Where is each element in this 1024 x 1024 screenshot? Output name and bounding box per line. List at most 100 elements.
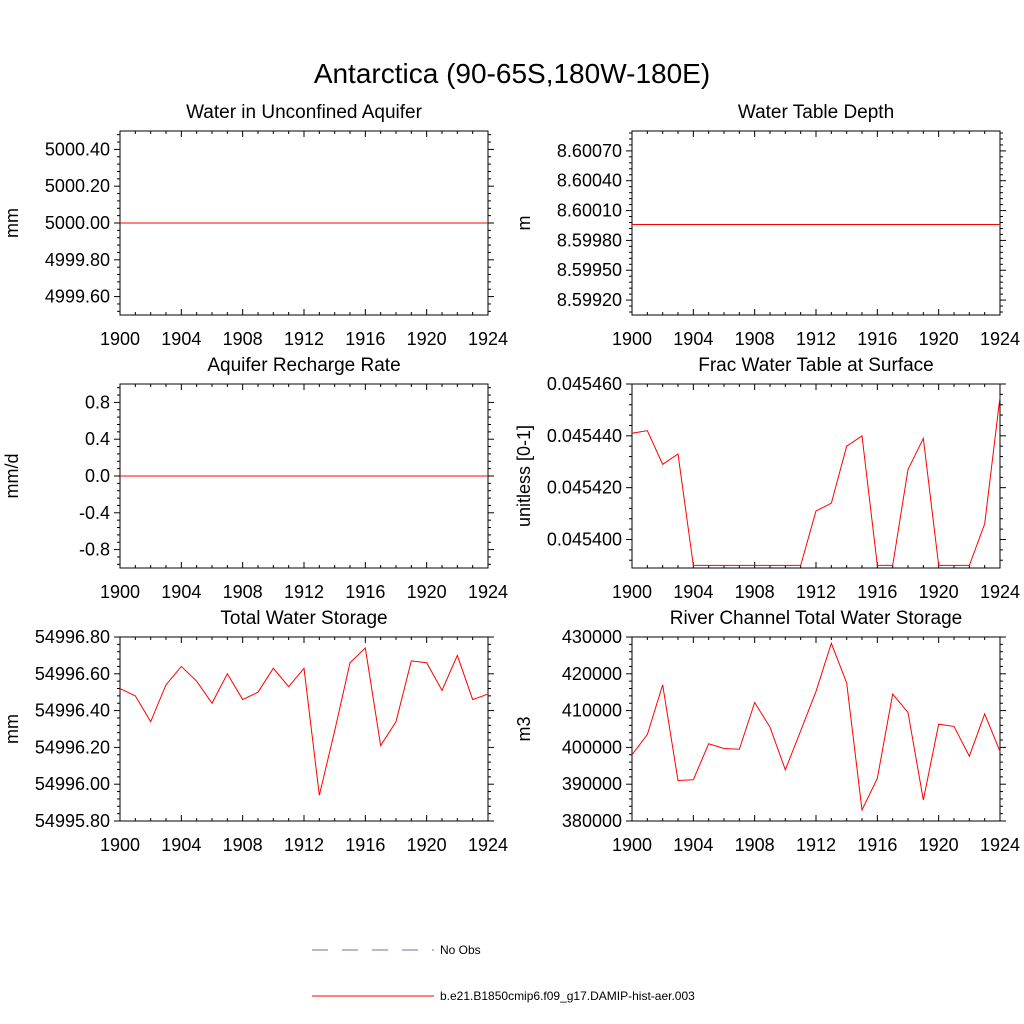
x-tick-label: 1920 [919, 582, 959, 602]
panel-1: Water in Unconfined Aquifer mm 1900 1904 190… [2, 102, 508, 349]
panel-2: Water Table Depth m 1900 1904 1908 1912 1916 19… [514, 102, 1020, 349]
panel-title: Water in Unconfined Aquifer [186, 102, 423, 123]
x-tick-label: 1924 [468, 329, 508, 349]
panel-title: Frac Water Table at Surface [698, 355, 934, 376]
x-tick-label: 1916 [857, 329, 897, 349]
x-tick-label: 1900 [100, 582, 140, 602]
y-tick-label: 0.045420 [547, 478, 622, 498]
figure-title: Antarctica (90-65S,180W-180E) [314, 58, 710, 89]
series-line [631, 396, 1001, 566]
x-tick-label: 1916 [345, 835, 385, 855]
panel-title: Aquifer Recharge Rate [207, 355, 400, 376]
x-tick-label: 1900 [612, 835, 652, 855]
y-tick-label: 8.60070 [557, 141, 622, 161]
x-tick-label: 1916 [345, 582, 385, 602]
y-tick-label: 0.045460 [547, 374, 622, 394]
x-tick-label: 1912 [796, 582, 836, 602]
y-tick-label: 54996.80 [35, 627, 110, 647]
panel-5: Total Water Storage mm 1900 1904 1908 1912 191… [2, 608, 508, 855]
y-tick-label: 4999.60 [45, 287, 110, 307]
y-tick-label: 8.59980 [557, 230, 622, 250]
y-tick-label: 8.59950 [557, 260, 622, 280]
y-tick-label: 420000 [562, 664, 622, 684]
x-tick-label: 1904 [161, 329, 201, 349]
y-tick-label: 0.0 [85, 466, 110, 486]
y-tick-label: 8.60040 [557, 171, 622, 191]
y-tick-label: 54995.80 [35, 811, 110, 831]
x-tick-label: 1916 [345, 329, 385, 349]
x-tick-label: 1916 [857, 582, 897, 602]
y-axis-label: mm [2, 714, 22, 744]
y-tick-label: 430000 [562, 627, 622, 647]
x-tick-label: 1908 [223, 582, 263, 602]
x-tick-label: 1908 [223, 329, 263, 349]
panel-6: River Channel Total Water Storage m3 1900 1… [514, 608, 1020, 855]
plot-frame [119, 636, 489, 822]
y-tick-label: 410000 [562, 701, 622, 721]
x-tick-label: 1904 [161, 835, 201, 855]
x-tick-label: 1904 [673, 835, 713, 855]
series-line [119, 647, 489, 796]
x-tick-label: 1912 [796, 329, 836, 349]
series-line [631, 641, 1001, 812]
y-tick-label: 0.045400 [547, 529, 622, 549]
x-tick-label: 1916 [857, 835, 897, 855]
x-tick-label: 1900 [100, 835, 140, 855]
x-tick-label: 1924 [468, 835, 508, 855]
plot-frame [631, 636, 1001, 822]
y-tick-label: 8.60010 [557, 201, 622, 221]
y-axis-label: unitless [0-1] [514, 425, 534, 527]
x-tick-label: 1912 [796, 835, 836, 855]
x-tick-label: 1912 [284, 582, 324, 602]
y-axis-label: mm/d [2, 454, 22, 499]
panel-title: Water Table Depth [738, 102, 894, 123]
y-tick-label: -0.8 [79, 540, 110, 560]
y-axis-label: m3 [514, 716, 534, 741]
x-tick-label: 1920 [407, 582, 447, 602]
y-tick-label: 5000.00 [45, 213, 110, 233]
legend-label-1: No Obs [440, 943, 481, 957]
x-tick-label: 1924 [980, 582, 1020, 602]
y-tick-label: 54996.60 [35, 664, 110, 684]
panel-title: Total Water Storage [220, 608, 387, 629]
panel-4: Frac Water Table at Surface unitless [0-1… [514, 355, 1020, 602]
x-tick-label: 1912 [284, 329, 324, 349]
y-tick-label: -0.4 [79, 503, 110, 523]
x-tick-label: 1900 [612, 582, 652, 602]
x-tick-label: 1908 [223, 835, 263, 855]
y-axis-label: mm [2, 208, 22, 238]
x-tick-label: 1904 [673, 582, 713, 602]
x-tick-label: 1920 [407, 835, 447, 855]
y-tick-label: 5000.20 [45, 176, 110, 196]
legend-label-2: b.e21.B1850cmip6.f09_g17.DAMIP-hist-aer.… [440, 989, 695, 1003]
x-tick-label: 1904 [673, 329, 713, 349]
y-tick-label: 380000 [562, 811, 622, 831]
x-tick-label: 1912 [284, 835, 324, 855]
x-tick-label: 1924 [468, 582, 508, 602]
plot-frame [631, 383, 1001, 569]
x-tick-label: 1920 [407, 329, 447, 349]
y-tick-label: 54996.40 [35, 701, 110, 721]
x-tick-label: 1904 [161, 582, 201, 602]
plot-frame [631, 130, 1001, 316]
x-tick-label: 1924 [980, 835, 1020, 855]
x-tick-label: 1908 [735, 329, 775, 349]
x-tick-label: 1920 [919, 835, 959, 855]
x-tick-label: 1900 [100, 329, 140, 349]
panel-3: Aquifer Recharge Rate mm/d 1900 1904 1908 191… [2, 355, 508, 602]
y-tick-label: 0.8 [85, 392, 110, 412]
y-tick-label: 54996.20 [35, 737, 110, 757]
panel-title: River Channel Total Water Storage [670, 608, 963, 629]
x-tick-label: 1924 [980, 329, 1020, 349]
x-tick-label: 1908 [735, 835, 775, 855]
y-axis-label: m [514, 216, 534, 231]
y-tick-label: 0.045440 [547, 426, 622, 446]
y-tick-label: 54996.00 [35, 774, 110, 794]
y-tick-label: 0.4 [85, 429, 110, 449]
x-tick-label: 1908 [735, 582, 775, 602]
y-tick-label: 4999.80 [45, 250, 110, 270]
y-tick-label: 390000 [562, 774, 622, 794]
y-tick-label: 5000.40 [45, 139, 110, 159]
y-tick-label: 400000 [562, 737, 622, 757]
